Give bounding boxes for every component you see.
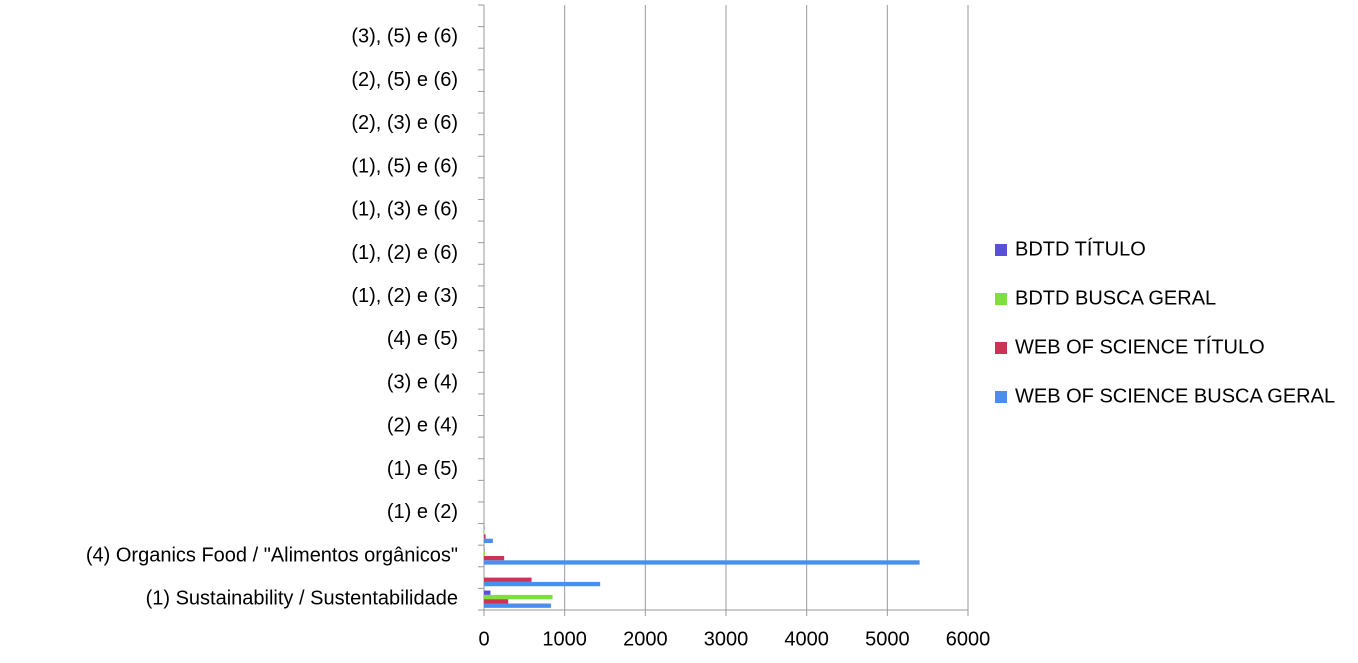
y-tick-label: (2), (5) e (6) xyxy=(351,69,458,91)
x-tick-label: 0 xyxy=(478,628,489,650)
y-tick-label: (2), (3) e (6) xyxy=(351,112,458,134)
legend-label: BDTD TÍTULO xyxy=(1015,237,1146,260)
legend-label: WEB OF SCIENCE BUSCA GERAL xyxy=(1015,385,1335,407)
y-tick-label: (3), (5) e (6) xyxy=(351,26,458,48)
y-tick-label: (1) e (5) xyxy=(387,458,458,480)
x-tick-label: 5000 xyxy=(865,628,910,650)
bar xyxy=(484,603,551,608)
x-tick-label: 6000 xyxy=(946,628,991,650)
y-tick-label: (4) Organics Food / "Alimentos orgânicos… xyxy=(86,544,458,566)
bar xyxy=(484,577,532,582)
bar xyxy=(484,551,485,556)
y-tick-label: (1), (5) e (6) xyxy=(351,155,458,177)
y-tick-label: (1) e (2) xyxy=(387,501,458,523)
bar xyxy=(484,599,509,604)
x-tick-label: 3000 xyxy=(704,628,749,650)
bar xyxy=(484,555,505,561)
y-tick-label: (1), (2) e (3) xyxy=(351,285,458,307)
y-tick-label: (2) e (4) xyxy=(387,415,458,437)
bar xyxy=(484,534,486,539)
legend-label: BDTD BUSCA GERAL xyxy=(1015,287,1216,309)
bar xyxy=(484,590,491,595)
y-tick-label: (1) Sustainability / Sustentabilidade xyxy=(146,587,458,609)
bar xyxy=(484,560,920,565)
x-tick-label: 1000 xyxy=(542,628,587,650)
bar xyxy=(484,594,553,600)
y-tick-label: (1), (3) e (6) xyxy=(351,199,458,221)
bar xyxy=(484,538,493,544)
bar xyxy=(484,581,601,587)
legend-swatch xyxy=(995,342,1007,354)
legend-swatch xyxy=(995,293,1007,305)
legend-swatch xyxy=(995,244,1007,256)
y-tick-label: (4) e (5) xyxy=(387,328,458,350)
x-tick-label: 2000 xyxy=(623,628,668,650)
x-tick-label: 4000 xyxy=(784,628,829,650)
legend-label: WEB OF SCIENCE TÍTULO xyxy=(1015,335,1265,358)
y-tick-label: (3) e (4) xyxy=(387,371,458,393)
y-tick-label: (1), (2) e (6) xyxy=(351,242,458,264)
legend-swatch xyxy=(995,391,1007,403)
